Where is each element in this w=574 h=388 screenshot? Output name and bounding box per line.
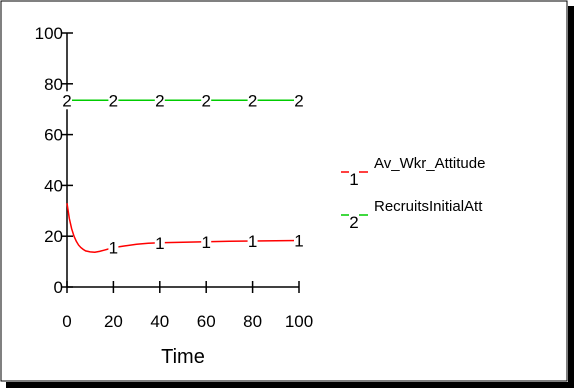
series-marker-2: 2 (201, 91, 210, 110)
series-marker-1: 1 (294, 232, 303, 251)
series-marker-2: 2 (62, 91, 71, 110)
series-marker-2: 2 (155, 91, 164, 110)
legend: 1 Av_Wkr_Attitude 2 RecruitsInitialAtt (341, 155, 485, 232)
series-marker-1: 1 (248, 232, 257, 251)
series-marker-bg (247, 232, 258, 251)
y-tick-label: 0 (54, 278, 63, 297)
y-tick-label: 60 (44, 126, 63, 145)
y-tick-label: 20 (44, 227, 63, 246)
y-tick-label: 40 (44, 176, 63, 195)
series-marker-bg (294, 91, 304, 110)
series-marker-2: 2 (109, 91, 118, 110)
series-marker-1: 1 (155, 234, 164, 253)
x-tick-label: 60 (197, 312, 216, 331)
x-tick-label: 80 (243, 312, 262, 331)
x-tick-label: 20 (104, 312, 123, 331)
series-marker-bg (294, 231, 304, 250)
legend-label-2: RecruitsInitialAtt (374, 198, 483, 215)
series-marker-2: 2 (294, 91, 303, 110)
frame-shadow-bottom (6, 382, 574, 388)
frame-shadow-right (568, 6, 574, 388)
series-marker-1: 1 (201, 233, 210, 252)
series-layer: 1 1 1 1 1 2 2 2 2 2 2 (62, 91, 304, 258)
series-marker-bg (62, 91, 72, 110)
legend-label-1: Av_Wkr_Attitude (374, 155, 485, 172)
frame-border (0, 0, 568, 382)
x-tick-label: 0 (62, 312, 71, 331)
legend-marker-1: 1 (349, 170, 358, 189)
x-tick-label: 100 (285, 312, 313, 331)
legend-marker-2: 2 (349, 213, 358, 232)
y-tick-label: 80 (44, 75, 63, 94)
series-marker-2: 2 (248, 91, 257, 110)
y-tick-label: 100 (35, 24, 63, 43)
plot-area: 0 20 40 60 80 100 0 20 40 60 80 100 (35, 24, 314, 331)
series-marker-bg (201, 91, 212, 110)
series-marker-bg (154, 91, 165, 110)
x-axis-label: Time (161, 346, 205, 368)
series-marker-bg (154, 233, 165, 252)
series-marker-bg (108, 238, 119, 257)
series-marker-1: 1 (109, 239, 118, 258)
series-marker-bg (201, 232, 212, 251)
series-marker-bg (108, 91, 119, 110)
x-tick-label: 40 (150, 312, 169, 331)
series-marker-bg (247, 91, 258, 110)
